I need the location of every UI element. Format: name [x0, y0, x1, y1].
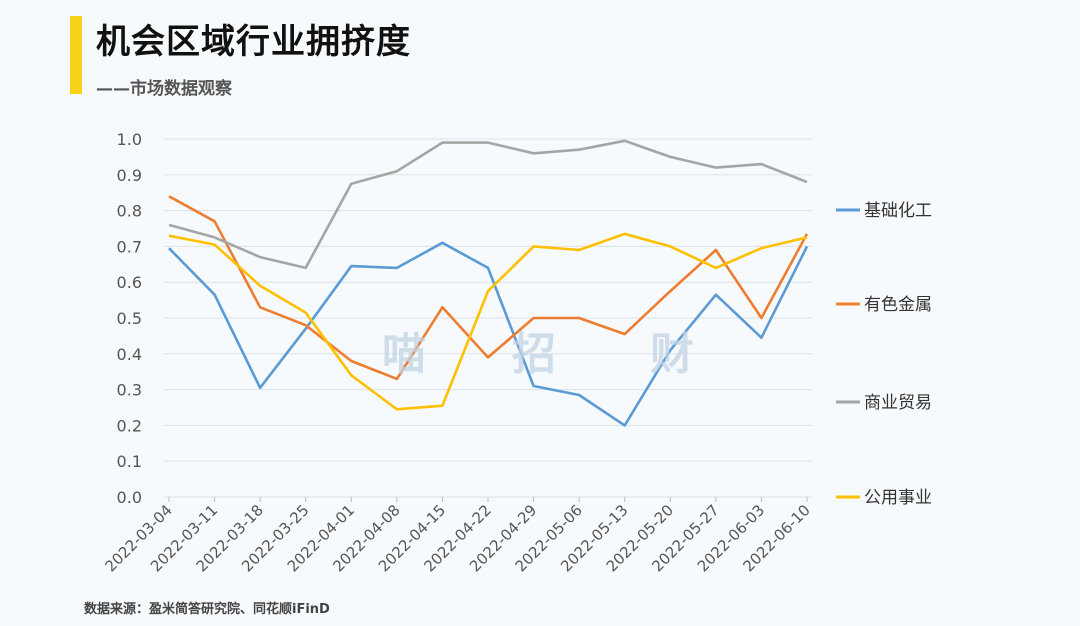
legend-label: 基础化工 — [864, 201, 932, 221]
series-line-基础化工 — [168, 241, 809, 427]
y-tick-label: 0.1 — [117, 452, 142, 471]
y-tick-label: 0.2 — [117, 416, 142, 435]
y-tick-label: 0.4 — [117, 345, 142, 364]
watermark-char-2: 招 — [512, 329, 556, 380]
chart-grid — [164, 138, 812, 498]
y-tick-label: 0.5 — [117, 309, 142, 328]
data-source-note: 数据来源：盈米简答研究院、同花顺iFinD — [84, 602, 330, 617]
y-tick-label: 0.7 — [117, 237, 142, 256]
y-tick-label: 0.8 — [117, 202, 142, 221]
legend-label: 公用事业 — [864, 488, 932, 508]
page-subtitle: ——市场数据观察 — [96, 79, 232, 99]
watermark-char-1: 喵 — [382, 329, 426, 380]
watermark-char-3: 财 — [650, 329, 694, 380]
series-lines — [168, 139, 809, 427]
title-accent-bar — [70, 16, 82, 94]
y-tick-label: 0.0 — [117, 488, 142, 507]
y-tick-label: 1.0 — [117, 130, 142, 149]
legend-label: 有色金属 — [864, 295, 932, 315]
x-axis-ticks: 2022-03-042022-03-112022-03-182022-03-25… — [101, 497, 814, 575]
y-tick-label: 0.6 — [117, 273, 142, 292]
legend-label: 商业贸易 — [864, 393, 932, 413]
page-title: 机会区域行业拥挤度 — [96, 22, 411, 62]
y-tick-label: 0.9 — [117, 166, 142, 185]
series-line-有色金属 — [168, 195, 809, 381]
series-line-商业贸易 — [168, 139, 808, 270]
y-tick-label: 0.3 — [117, 381, 142, 400]
series-line-公用事业 — [168, 232, 808, 411]
y-axis-ticks: 0.0 0.1 0.2 0.3 0.4 0.5 0.6 0.7 0.8 0.9 1.0 — [117, 130, 142, 507]
